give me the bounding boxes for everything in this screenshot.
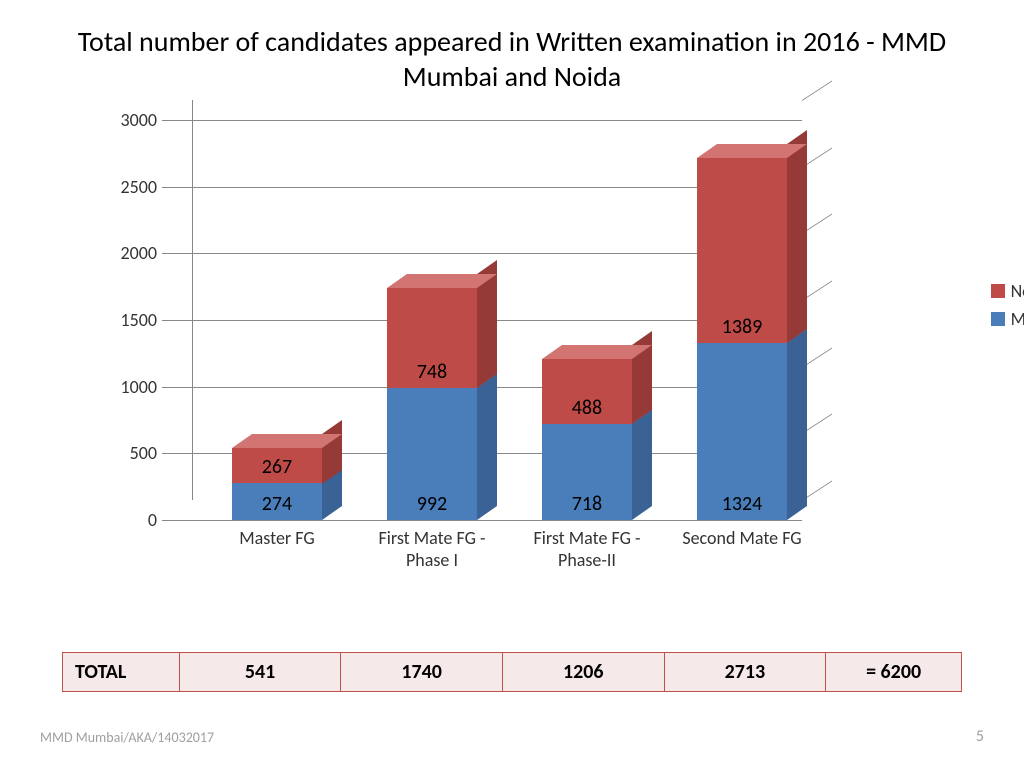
y-axis-label: 500 [117, 442, 157, 464]
bar-segment-mumbai: 274 [232, 483, 322, 520]
legend-swatch [991, 312, 1005, 326]
x-axis-label: Master FG [202, 520, 352, 550]
total-value: 1206 [503, 653, 665, 691]
bar-segment-mumbai: 992 [387, 388, 477, 520]
bar-segment-noida: 267 [232, 448, 322, 484]
bar-segment-noida: 1389 [697, 158, 787, 343]
chart-title: Total number of candidates appeared in W… [40, 24, 984, 94]
chart-area: 274 267 Master FG 992 748 First Mate FG - Pha… [62, 110, 962, 580]
x-axis-label: First Mate FG - Phase I [357, 520, 507, 571]
bar-value: 1389 [697, 315, 787, 339]
bar-value: 718 [542, 492, 632, 516]
y-axis-label: 3000 [117, 109, 157, 131]
legend-item-noida: Noida [991, 280, 1024, 302]
y-axis-label: 1000 [117, 376, 157, 398]
legend-label: Noida [1011, 280, 1024, 302]
y-axis-label: 2000 [117, 242, 157, 264]
legend-item-mumbai: Mumbai [991, 308, 1024, 330]
legend-swatch [991, 284, 1005, 298]
total-sum: = 6200 [826, 653, 961, 691]
bar-value: 1324 [697, 492, 787, 516]
bar-value: 992 [387, 492, 477, 516]
bar-value: 748 [387, 360, 477, 384]
page-number: 5 [976, 727, 984, 746]
bar-segment-noida: 748 [387, 288, 477, 388]
totals-table: TOTAL541174012062713= 6200 [62, 652, 962, 692]
legend: Noida Mumbai [991, 280, 1024, 336]
footer-source: MMD Mumbai/AKA/14032017 [40, 729, 214, 746]
bar-segment-mumbai: 718 [542, 424, 632, 520]
legend-label: Mumbai [1011, 308, 1024, 330]
total-label: TOTAL [63, 653, 180, 691]
y-axis-label: 2500 [117, 176, 157, 198]
bar-value: 267 [232, 455, 322, 479]
total-value: 2713 [665, 653, 827, 691]
y-axis-label: 1500 [117, 309, 157, 331]
x-axis-label: First Mate FG - Phase-II [512, 520, 662, 571]
y-axis-label: 0 [117, 509, 157, 531]
bar-value: 488 [542, 396, 632, 420]
total-value: 541 [180, 653, 342, 691]
gridline [162, 120, 802, 121]
x-axis-label: Second Mate FG [667, 520, 817, 550]
bar-value: 274 [232, 492, 322, 516]
bar-segment-mumbai: 1324 [697, 343, 787, 520]
total-value: 1740 [341, 653, 503, 691]
bar-segment-noida: 488 [542, 359, 632, 424]
